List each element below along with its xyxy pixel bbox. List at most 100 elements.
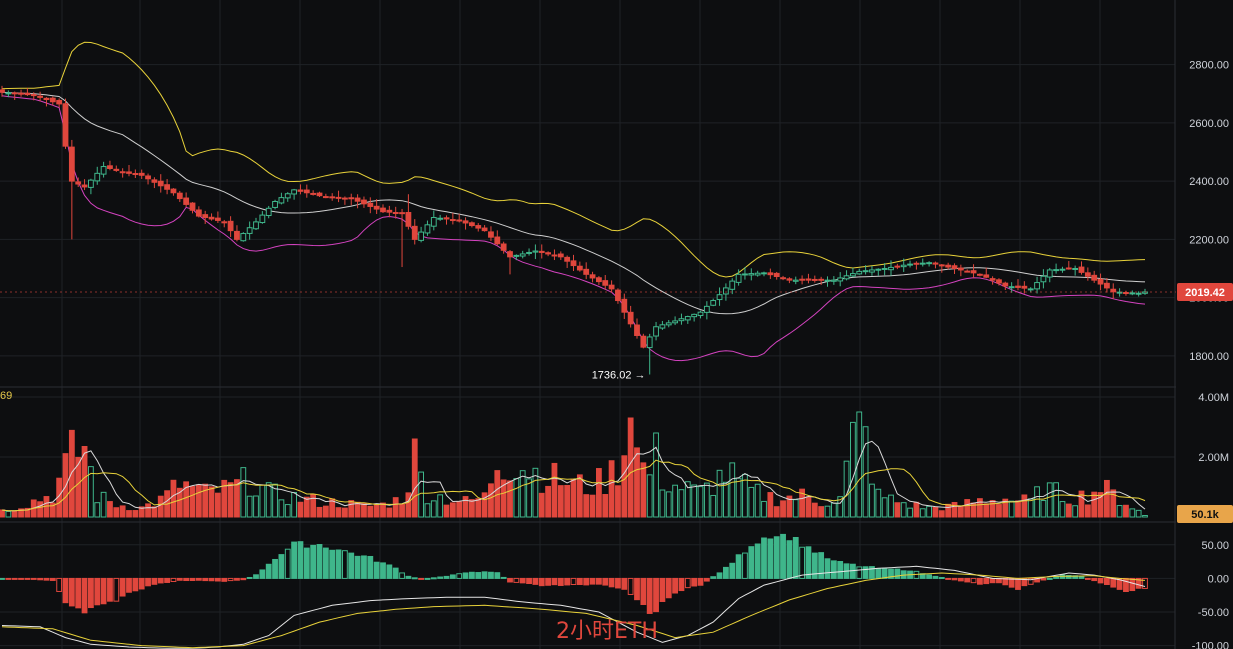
macd-histogram-bar[interactable] <box>1027 577 1034 585</box>
macd-histogram-bar[interactable] <box>1104 577 1110 585</box>
candle-body[interactable] <box>1123 292 1129 295</box>
macd-histogram-bar[interactable] <box>1078 575 1085 579</box>
macd-histogram-bar[interactable] <box>284 548 291 579</box>
candle-body[interactable] <box>875 268 882 271</box>
macd-histogram-bar[interactable] <box>202 577 209 582</box>
macd-histogram-bar[interactable] <box>246 576 253 579</box>
macd-histogram-bar[interactable] <box>310 544 317 579</box>
volume-bar[interactable] <box>1021 494 1028 518</box>
macd-histogram-bar[interactable] <box>18 577 24 580</box>
candle-body[interactable] <box>49 97 56 103</box>
macd-histogram-bar[interactable] <box>767 538 774 579</box>
price-pane[interactable] <box>0 41 1148 375</box>
candle-body[interactable] <box>11 92 18 95</box>
candle-body[interactable] <box>43 97 50 101</box>
macd-histogram-bar[interactable] <box>507 577 513 583</box>
candle-body[interactable] <box>843 275 850 280</box>
volume-bar[interactable] <box>1065 503 1072 518</box>
candle-body[interactable] <box>361 199 367 205</box>
volume-bar[interactable] <box>1097 492 1104 518</box>
macd-histogram-bar[interactable] <box>335 549 342 579</box>
volume-bar[interactable] <box>799 488 806 518</box>
macd-histogram-bar[interactable] <box>329 549 336 579</box>
candle-body[interactable] <box>272 201 278 208</box>
candle-body[interactable] <box>1097 278 1104 285</box>
volume-bar[interactable] <box>488 483 494 518</box>
macd-histogram-bar[interactable] <box>608 577 615 588</box>
volume-bar[interactable] <box>945 503 952 518</box>
volume-bar[interactable] <box>957 505 964 518</box>
candle-body[interactable] <box>716 294 723 301</box>
volume-bar[interactable] <box>278 499 285 518</box>
candle-body[interactable] <box>488 231 494 238</box>
macd-histogram-bar[interactable] <box>119 577 126 597</box>
candle-body[interactable] <box>75 181 82 185</box>
macd-histogram-bar[interactable] <box>56 577 63 592</box>
macd-histogram-bar[interactable] <box>164 577 170 583</box>
candle-body[interactable] <box>430 217 437 227</box>
macd-histogram-bar[interactable] <box>462 572 469 579</box>
candle-body[interactable] <box>748 273 755 276</box>
volume-bar[interactable] <box>107 501 113 518</box>
macd-histogram-bar[interactable] <box>818 552 825 579</box>
candle-body[interactable] <box>367 202 374 207</box>
candle-body[interactable] <box>0 89 5 93</box>
volume-bar[interactable] <box>1135 509 1142 518</box>
volume-bar[interactable] <box>469 499 475 518</box>
candle-body[interactable] <box>1104 282 1110 289</box>
candle-body[interactable] <box>907 263 913 266</box>
volume-bar[interactable] <box>519 470 526 518</box>
candle-body[interactable] <box>570 260 577 267</box>
volume-bar[interactable] <box>672 484 679 518</box>
macd-histogram-bar[interactable] <box>856 566 863 579</box>
volume-bar[interactable] <box>475 498 482 518</box>
macd-histogram-bar[interactable] <box>938 577 945 580</box>
macd-histogram-bar[interactable] <box>456 573 463 579</box>
candle-body[interactable] <box>1027 288 1034 291</box>
candle-body[interactable] <box>392 211 399 214</box>
macd-histogram-bar[interactable] <box>951 577 958 581</box>
candle-body[interactable] <box>310 192 317 195</box>
volume-bar[interactable] <box>824 505 831 518</box>
volume-bar[interactable] <box>1027 498 1034 518</box>
candle-body[interactable] <box>703 305 710 313</box>
macd-histogram-bar[interactable] <box>735 554 742 579</box>
candle-body[interactable] <box>945 264 952 268</box>
candle-body[interactable] <box>202 214 209 219</box>
candle-body[interactable] <box>449 219 456 222</box>
macd-histogram-bar[interactable] <box>748 546 755 579</box>
macd-histogram-bar[interactable] <box>557 577 564 586</box>
macd-histogram-bar[interactable] <box>837 561 844 579</box>
candle-body[interactable] <box>957 267 964 271</box>
candle-body[interactable] <box>322 196 329 199</box>
candle-body[interactable] <box>589 274 596 279</box>
macd-histogram-bar[interactable] <box>354 555 361 579</box>
macd-histogram-bar[interactable] <box>1129 577 1136 592</box>
macd-histogram-bar[interactable] <box>869 566 875 579</box>
candle-body[interactable] <box>68 146 75 182</box>
candle-body[interactable] <box>195 209 202 217</box>
volume-bar[interactable] <box>1015 500 1021 518</box>
candle-body[interactable] <box>411 225 418 240</box>
candle-body[interactable] <box>977 273 983 276</box>
candle-body[interactable] <box>418 231 425 241</box>
candle-body[interactable] <box>119 171 126 174</box>
volume-bar[interactable] <box>792 499 799 518</box>
macd-histogram-bar[interactable] <box>576 577 583 585</box>
macd-histogram-bar[interactable] <box>469 571 475 579</box>
volume-bar[interactable] <box>113 507 120 518</box>
volume-bar[interactable] <box>316 506 323 518</box>
candle-body[interactable] <box>888 266 894 271</box>
candle-body[interactable] <box>526 251 532 254</box>
candle-body[interactable] <box>1015 285 1021 288</box>
candle-body[interactable] <box>1059 268 1066 271</box>
candle-body[interactable] <box>215 217 221 221</box>
macd-histogram-bar[interactable] <box>380 562 386 579</box>
candle-body[interactable] <box>856 270 863 275</box>
macd-histogram-bar[interactable] <box>265 563 272 579</box>
volume-bar[interactable] <box>754 483 761 518</box>
macd-histogram-bar[interactable] <box>278 554 285 579</box>
volume-bar[interactable] <box>932 506 939 518</box>
candle-body[interactable] <box>850 273 856 277</box>
volume-bar[interactable] <box>411 438 418 518</box>
